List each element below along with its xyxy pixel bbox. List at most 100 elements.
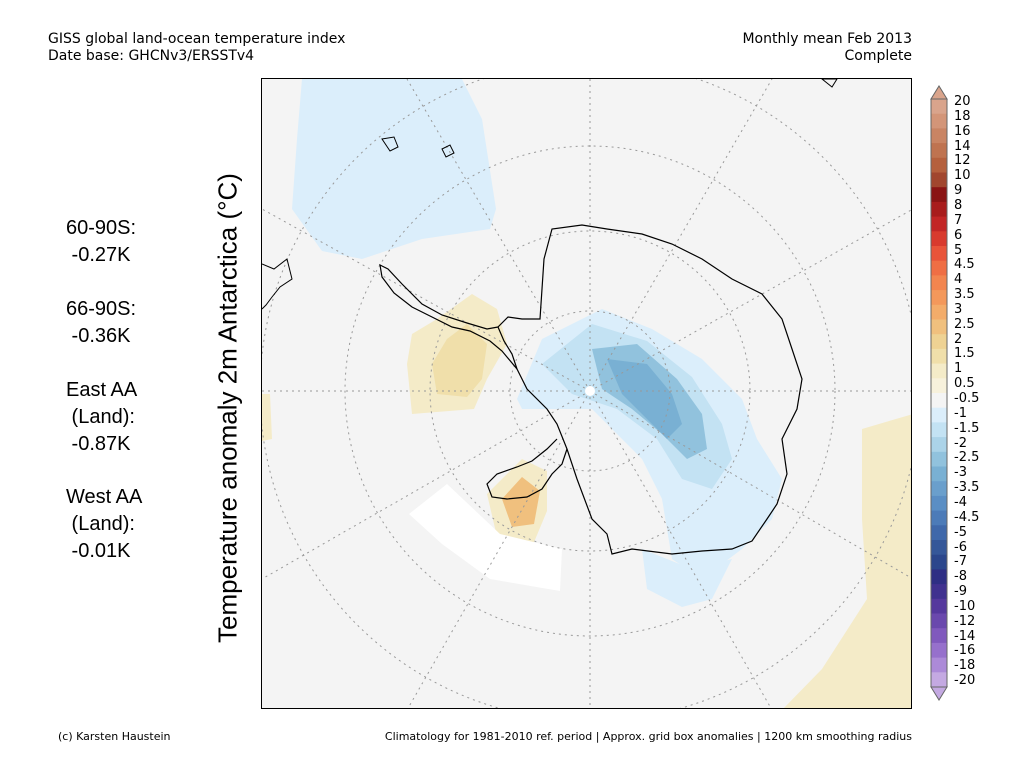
anomaly-map (261, 78, 912, 709)
stat-66-90s: 66-90S: -0.36K (66, 296, 136, 350)
colorbar-swatch (931, 334, 947, 350)
colorbar-tick-label: 2.5 (954, 316, 975, 332)
colorbar-tick-label: 4.5 (954, 257, 975, 273)
map-canvas (262, 79, 911, 708)
colorbar-tick-label: -2 (954, 435, 967, 451)
colorbar-tick-label: 6 (954, 227, 963, 243)
colorbar-tick-label: -7 (954, 554, 967, 570)
new-zealand-coastline (381, 136, 455, 158)
colorbar-swatch (931, 540, 947, 556)
colorbar-swatch (931, 554, 947, 570)
colorbar-swatch (931, 113, 947, 129)
colorbar-tick-label: -16 (954, 643, 976, 659)
anomaly-region-edge-warm (262, 394, 272, 441)
colorbar-tick-label: -4.5 (954, 509, 980, 525)
colorbar-swatch (931, 378, 947, 394)
stat-west-aa-title: West AA (66, 486, 143, 508)
colorbar-tick-label: -5 (954, 524, 967, 540)
data-base-label: Date base: GHCNv3/ERSSTv4 (48, 48, 255, 64)
methodology-footer: Climatology for 1981-2010 ref. period | … (384, 730, 912, 743)
colorbar-border (930, 98, 948, 688)
colorbar-tick-label: 8 (954, 197, 963, 213)
colorbar-tick-label: -18 (954, 658, 976, 674)
africa-tip-coastline (821, 79, 838, 88)
colorbar-swatch (931, 187, 947, 203)
stat-west-aa-sub: (Land): (66, 513, 135, 535)
colorbar-min-arrow (930, 686, 948, 701)
colorbar-swatch (931, 143, 947, 159)
period-block: Monthly mean Feb 2013 Complete (742, 31, 912, 65)
stat-west-aa: West AA (Land): -0.01K (66, 484, 142, 565)
anomaly-region-peninsula-core (432, 324, 487, 397)
colorbar-swatch (931, 481, 947, 497)
colorbar-tick-label: 9 (954, 183, 963, 199)
colorbar-tick-label: -3.5 (954, 480, 980, 496)
map-title: GISS global land-ocean temperature index (48, 31, 346, 47)
colorbar-tick-label: -0.5 (954, 391, 980, 406)
stat-66-90s-title: 66-90S: (66, 298, 137, 320)
south-america-coastline (262, 258, 293, 310)
colorbar-swatch (931, 290, 947, 306)
colorbar-swatch (931, 393, 947, 409)
antarctica-coastline (497, 224, 803, 555)
colorbar-tick-label: 14 (954, 138, 971, 154)
colorbar-swatch (931, 672, 947, 688)
colorbar-tick-label: 1 (954, 361, 963, 377)
colorbar-swatch (931, 246, 947, 262)
completeness-label: Complete (844, 48, 912, 64)
axis-label: Temperature anomaly 2m Antarctica (°C) (212, 173, 243, 643)
colorbar-max-arrow (930, 85, 948, 100)
colorbar-swatch (931, 657, 947, 673)
colorbar-tick-label: -20 (954, 673, 976, 689)
colorbar-tick-label: -2.5 (954, 450, 980, 466)
colorbar-tick-label: 5 (954, 242, 963, 258)
colorbar-tick-label: 7 (954, 212, 963, 228)
stat-60-90s-title: 60-90S: (66, 217, 137, 239)
colorbar-swatch (931, 451, 947, 467)
colorbar-swatch (931, 437, 947, 453)
colorbar-swatch (931, 172, 947, 188)
colorbar-tick-label: -10 (954, 598, 976, 614)
colorbar-swatch (931, 584, 947, 600)
stat-66-90s-value: -0.36K (66, 325, 131, 347)
colorbar-tick-label: 18 (954, 108, 971, 124)
stat-east-aa-sub: (Land): (66, 406, 135, 428)
stat-east-aa: East AA (Land): -0.87K (66, 377, 137, 458)
colorbar-swatch (931, 407, 947, 423)
anomaly-region-south-cold (642, 549, 732, 607)
colorbar-swatch (931, 157, 947, 173)
colorbar-tick-label: -6 (954, 539, 967, 555)
copyright-footer: (c) Karsten Haustein (58, 730, 171, 743)
colorbar-swatch (931, 525, 947, 541)
colorbar-swatch (931, 363, 947, 379)
colorbar (930, 85, 948, 701)
colorbar-tick-label: -3 (954, 465, 967, 481)
stat-east-aa-title: East AA (66, 379, 138, 401)
colorbar-swatch (931, 613, 947, 629)
colorbar-swatch (931, 628, 947, 644)
anomaly-region-east-aa-core (607, 359, 682, 439)
colorbar-tick-label: -9 (954, 584, 967, 600)
colorbar-tick-label: 2 (954, 331, 963, 347)
colorbar-swatch (931, 201, 947, 218)
peninsula-coastline (379, 263, 518, 370)
colorbar-swatch (931, 642, 947, 659)
colorbar-swatch (931, 348, 947, 365)
colorbar-tick-label: 16 (954, 123, 971, 139)
ross-coastline (486, 438, 568, 500)
colorbar-tick-label: 1.5 (954, 346, 975, 362)
colorbar-swatch (931, 216, 947, 232)
stat-west-aa-value: -0.01K (66, 540, 131, 562)
colorbar-swatch (931, 304, 947, 320)
colorbar-tick-label: -1 (954, 405, 967, 421)
stat-60-90s: 60-90S: -0.27K (66, 215, 136, 269)
colorbar-swatch (931, 466, 947, 482)
colorbar-swatch (931, 99, 947, 115)
colorbar-tick-label: 10 (954, 168, 971, 184)
colorbar-tick-label: -8 (954, 569, 967, 585)
colorbar-tick-label: 0.5 (954, 376, 975, 392)
colorbar-tick-label: -14 (954, 628, 976, 644)
anomaly-region-ross-core (502, 477, 540, 527)
colorbar-swatch (931, 598, 947, 614)
colorbar-swatch (931, 422, 947, 438)
